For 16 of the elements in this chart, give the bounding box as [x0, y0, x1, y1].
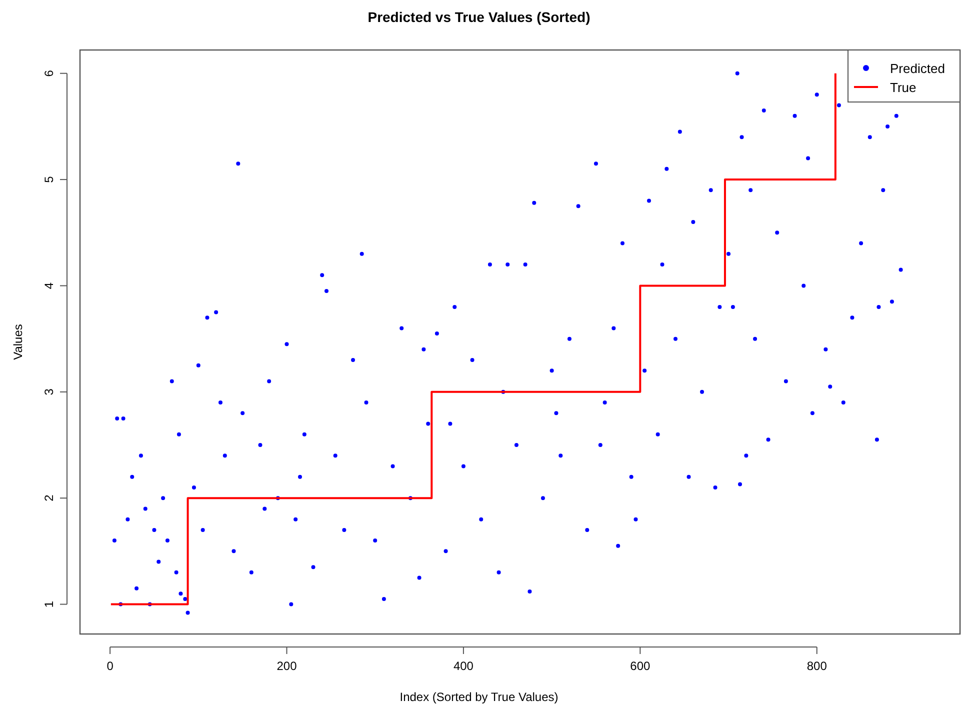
x-tick-label: 200: [276, 659, 298, 673]
y-tick-label: 2: [42, 494, 56, 502]
x-axis-title: Index (Sorted by True Values): [400, 690, 558, 704]
y-tick-label: 1: [42, 600, 56, 608]
y-tick-label: 4: [42, 282, 56, 290]
y-tick-label: 3: [42, 388, 56, 396]
chart-title: Predicted vs True Values (Sorted): [368, 9, 590, 25]
legend-label: Predicted: [890, 61, 945, 76]
y-axis-title: Values: [11, 324, 25, 360]
y-tick-label: 5: [42, 176, 56, 183]
x-tick-label: 400: [453, 659, 474, 673]
legend-label: True: [890, 80, 916, 95]
x-tick-label: 0: [106, 659, 114, 673]
y-tick-label: 6: [42, 70, 56, 77]
x-tick-label: 800: [806, 659, 828, 673]
x-tick-label: 600: [630, 659, 650, 673]
